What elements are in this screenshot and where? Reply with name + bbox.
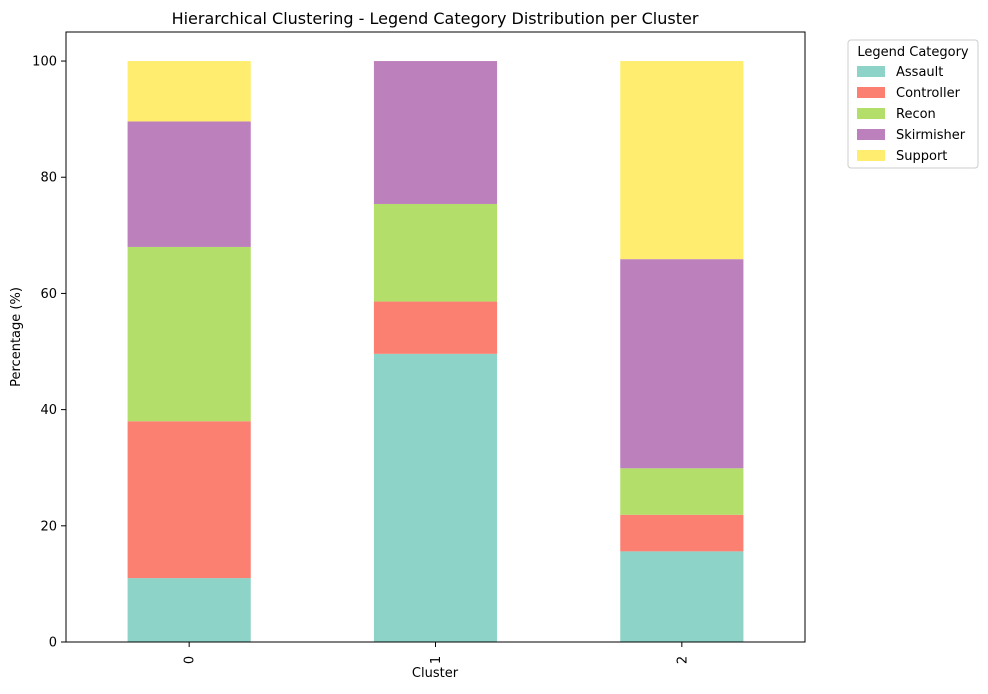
legend-swatch-recon — [857, 108, 885, 119]
x-tick-label: 1 — [429, 656, 444, 664]
y-tick-label: 100 — [32, 55, 57, 70]
legend: Legend Category Assault Controller Recon Sk… — [847, 39, 979, 169]
bar-segment-assault-cluster-0 — [127, 578, 251, 642]
legend-title: Legend Category — [857, 45, 969, 60]
x-tick-label: 2 — [675, 656, 690, 664]
y-tick-label: 40 — [40, 403, 57, 418]
legend-swatch-skirmisher — [857, 129, 885, 140]
legend-label-support: Support — [896, 149, 947, 164]
legend-label-skirmisher: Skirmisher — [896, 128, 966, 143]
y-tick-label: 0 — [49, 636, 57, 651]
legend-label-assault: Assault — [896, 65, 943, 80]
legend-swatch-support — [857, 150, 885, 161]
bar-segment-skirmisher-cluster-0 — [127, 121, 251, 247]
legend-label-recon: Recon — [896, 107, 936, 122]
legend-swatch-controller — [857, 87, 885, 98]
bar-segment-controller-cluster-0 — [127, 421, 251, 579]
bars-layer — [127, 61, 744, 642]
legend-label-controller: Controller — [896, 86, 961, 101]
chart-title: Hierarchical Clustering - Legend Categor… — [172, 9, 699, 28]
bar-segment-assault-cluster-1 — [373, 353, 498, 642]
bar-segment-skirmisher-cluster-1 — [373, 61, 498, 204]
legend-swatch-assault — [857, 66, 885, 77]
y-axis: 0 20 40 60 80 100 — [32, 55, 66, 651]
bar-segment-controller-cluster-1 — [373, 301, 498, 354]
y-tick-label: 80 — [40, 171, 57, 186]
y-tick-label: 60 — [40, 287, 57, 302]
x-axis: 0 1 2 — [183, 642, 690, 664]
x-axis-label: Cluster — [412, 666, 459, 681]
bar-segment-support-cluster-0 — [127, 61, 251, 122]
y-axis-label: Percentage (%) — [9, 287, 24, 387]
bar-segment-recon-cluster-2 — [620, 468, 744, 515]
bar-segment-controller-cluster-2 — [620, 514, 744, 552]
y-tick-label: 20 — [40, 519, 57, 534]
x-tick-label: 0 — [183, 656, 198, 664]
bar-segment-assault-cluster-2 — [620, 551, 744, 642]
bar-segment-recon-cluster-1 — [373, 203, 498, 302]
bar-segment-recon-cluster-0 — [127, 246, 251, 422]
bar-segment-skirmisher-cluster-2 — [620, 259, 744, 469]
bar-segment-support-cluster-2 — [620, 61, 744, 260]
